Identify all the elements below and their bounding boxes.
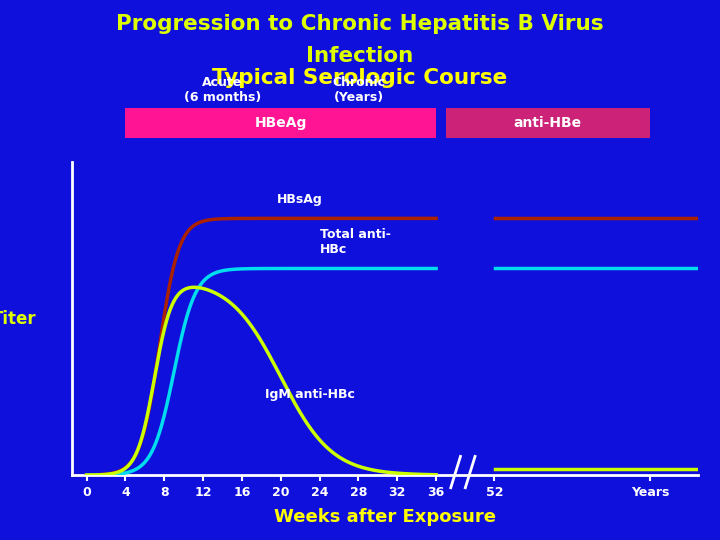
Text: Titer: Titer bbox=[0, 309, 37, 328]
Text: anti-HBe: anti-HBe bbox=[514, 116, 582, 130]
Text: Infection: Infection bbox=[307, 46, 413, 66]
Text: Progression to Chronic Hepatitis B Virus: Progression to Chronic Hepatitis B Virus bbox=[116, 14, 604, 33]
Text: Typical Serologic Course: Typical Serologic Course bbox=[212, 68, 508, 87]
Text: Weeks after Exposure: Weeks after Exposure bbox=[274, 509, 496, 526]
Text: Acute
(6 months): Acute (6 months) bbox=[184, 76, 261, 104]
Text: HBsAg: HBsAg bbox=[277, 193, 323, 206]
Text: Total anti-
HBc: Total anti- HBc bbox=[320, 228, 390, 256]
Text: HBeAg: HBeAg bbox=[255, 116, 307, 130]
Text: Chronic
(Years): Chronic (Years) bbox=[332, 76, 385, 104]
Text: IgM anti-HBc: IgM anti-HBc bbox=[265, 388, 355, 401]
